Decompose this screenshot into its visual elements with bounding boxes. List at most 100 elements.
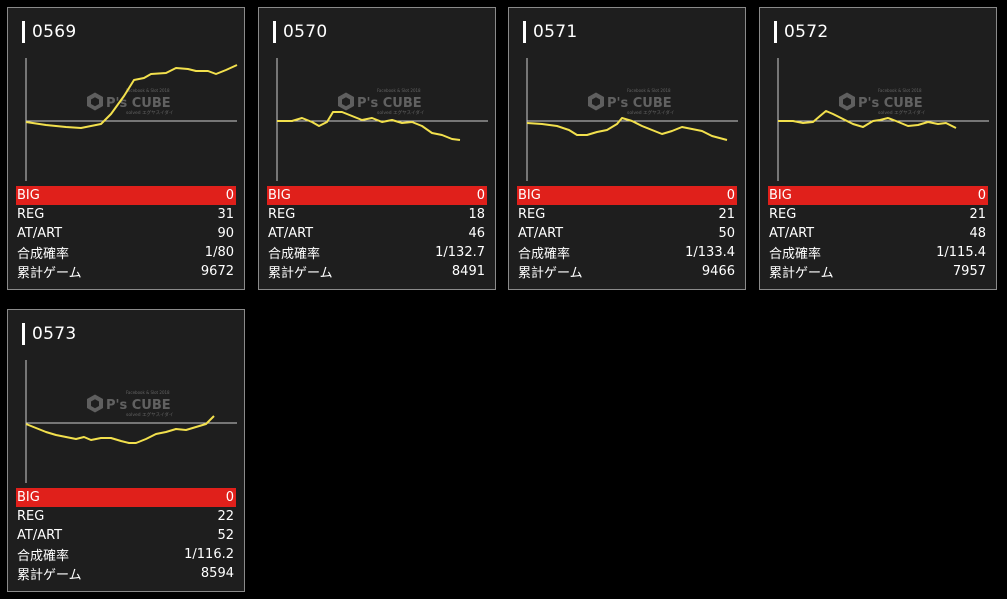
stat-row-probability: 合成確率 1/80 — [16, 243, 236, 262]
stat-value: 18 — [468, 207, 485, 222]
svg-text:solved エグヤスイダイ: solved エグヤスイダイ — [878, 109, 925, 116]
stat-row-at-art: AT/ART 46 — [267, 224, 487, 243]
stat-label: AT/ART — [268, 226, 314, 241]
stat-value: 1/132.7 — [435, 245, 485, 260]
pscube-logo-watermark: Facebook & Slot 2018 P's CUBE solved エグヤ… — [338, 88, 424, 116]
machine-number: 0573 — [32, 324, 77, 344]
card-header: 0569 — [22, 21, 76, 43]
svg-text:Facebook & Slot 2018: Facebook & Slot 2018 — [878, 88, 922, 93]
stat-label: AT/ART — [17, 528, 63, 543]
stat-label: 累計ゲーム — [769, 266, 834, 281]
stat-value: 7957 — [952, 264, 986, 279]
stat-value: 46 — [468, 226, 485, 241]
svg-text:Facebook & Slot 2018: Facebook & Slot 2018 — [627, 88, 671, 93]
stat-label: REG — [769, 207, 797, 222]
stat-row-probability: 合成確率 1/115.4 — [768, 243, 988, 262]
title-accent-bar — [273, 21, 276, 43]
svg-text:solved エグヤスイダイ: solved エグヤスイダイ — [126, 411, 173, 418]
machine-card-0571[interactable]: 0571 Facebook & Slot 2018 P's CUBE solve… — [508, 7, 746, 290]
pscube-logo-watermark: Facebook & Slot 2018 P's CUBE solved エグヤ… — [87, 88, 173, 116]
machine-number: 0570 — [283, 22, 328, 42]
stat-row-reg: REG 18 — [267, 205, 487, 224]
svg-text:P's CUBE: P's CUBE — [357, 96, 422, 111]
stat-label: BIG — [17, 490, 40, 505]
stat-row-total-games: 累計ゲーム 7957 — [768, 262, 988, 281]
title-accent-bar — [22, 323, 25, 345]
title-accent-bar — [523, 21, 526, 43]
stat-label: 合成確率 — [769, 247, 822, 262]
payout-line — [25, 415, 215, 444]
stat-value: 9672 — [200, 264, 234, 279]
slump-graph: Facebook & Slot 2018 P's CUBE solved エグヤ… — [526, 58, 738, 181]
stat-label: BIG — [268, 188, 291, 203]
stat-label: REG — [518, 207, 546, 222]
stat-value: 0 — [225, 490, 234, 505]
stat-label: 合成確率 — [518, 247, 571, 262]
slump-graph: Facebook & Slot 2018 P's CUBE solved エグヤ… — [25, 58, 238, 181]
stat-row-reg: REG 22 — [16, 507, 236, 526]
svg-text:P's CUBE: P's CUBE — [106, 398, 171, 413]
stat-value: 50 — [718, 226, 735, 241]
stat-value: 9466 — [701, 264, 735, 279]
payout-line — [277, 111, 461, 141]
pscube-logo-watermark: Facebook & Slot 2018 P's CUBE solved エグヤ… — [588, 88, 674, 116]
stat-label: AT/ART — [769, 226, 815, 241]
stat-row-at-art: AT/ART 48 — [768, 224, 988, 243]
stat-row-total-games: 累計ゲーム 8491 — [267, 262, 487, 281]
stats-table: BIG 0 REG 21 AT/ART 48 合成確率 1/115.4 累計ゲー… — [768, 186, 988, 281]
svg-text:Facebook & Slot 2018: Facebook & Slot 2018 — [377, 88, 421, 93]
machine-card-0570[interactable]: 0570 Facebook & Slot 2018 P's CUBE solve… — [258, 7, 496, 290]
stat-row-probability: 合成確率 1/116.2 — [16, 545, 236, 564]
pscube-logo-watermark: Facebook & Slot 2018 P's CUBE solved エグヤ… — [87, 390, 173, 418]
stat-row-reg: REG 21 — [768, 205, 988, 224]
stats-table: BIG 0 REG 21 AT/ART 50 合成確率 1/133.4 累計ゲー… — [517, 186, 737, 281]
svg-text:P's CUBE: P's CUBE — [858, 96, 923, 111]
stat-row-total-games: 累計ゲーム 9466 — [517, 262, 737, 281]
stat-row-big: BIG 0 — [517, 186, 737, 205]
stat-row-total-games: 累計ゲーム 8594 — [16, 564, 236, 583]
stat-label: 累計ゲーム — [518, 266, 583, 281]
stat-row-probability: 合成確率 1/133.4 — [517, 243, 737, 262]
stat-row-at-art: AT/ART 90 — [16, 224, 236, 243]
svg-text:Facebook & Slot 2018: Facebook & Slot 2018 — [126, 390, 170, 395]
slump-graph: Facebook & Slot 2018 P's CUBE solved エグヤ… — [25, 360, 237, 483]
card-header: 0571 — [523, 21, 577, 43]
stat-value: 1/116.2 — [184, 547, 234, 562]
stat-value: 1/133.4 — [685, 245, 735, 260]
machine-number: 0571 — [533, 22, 578, 42]
stat-value: 52 — [217, 528, 234, 543]
machine-number: 0569 — [32, 22, 77, 42]
stat-row-at-art: AT/ART 50 — [517, 224, 737, 243]
stats-table: BIG 0 REG 31 AT/ART 90 合成確率 1/80 累計ゲーム 9… — [16, 186, 236, 281]
stat-value: 0 — [476, 188, 485, 203]
svg-text:solved エグヤスイダイ: solved エグヤスイダイ — [377, 109, 424, 116]
svg-text:solved エグヤスイダイ: solved エグヤスイダイ — [126, 109, 173, 116]
stat-value: 0 — [726, 188, 735, 203]
stat-label: 合成確率 — [268, 247, 321, 262]
payout-line — [526, 117, 728, 141]
stat-value: 21 — [718, 207, 735, 222]
stat-row-big: BIG 0 — [768, 186, 988, 205]
stat-value: 31 — [217, 207, 234, 222]
svg-text:solved エグヤスイダイ: solved エグヤスイダイ — [627, 109, 674, 116]
svg-text:P's CUBE: P's CUBE — [607, 96, 672, 111]
machine-card-0573[interactable]: 0573 Facebook & Slot 2018 P's CUBE solve… — [7, 309, 245, 592]
stat-label: BIG — [17, 188, 40, 203]
stat-label: REG — [17, 509, 45, 524]
stat-row-reg: REG 31 — [16, 205, 236, 224]
machine-card-0569[interactable]: 0569 Facebook & Slot 2018 P's CUBE solve… — [7, 7, 245, 290]
payout-line — [778, 110, 957, 129]
stat-row-big: BIG 0 — [16, 186, 236, 205]
slump-graph: Facebook & Slot 2018 P's CUBE solved エグヤ… — [276, 58, 488, 181]
stat-value: 90 — [217, 226, 234, 241]
pscube-logo-watermark: Facebook & Slot 2018 P's CUBE solved エグヤ… — [839, 88, 925, 116]
stat-value: 21 — [969, 207, 986, 222]
machine-card-0572[interactable]: 0572 Facebook & Slot 2018 P's CUBE solve… — [759, 7, 997, 290]
stat-row-big: BIG 0 — [267, 186, 487, 205]
stat-label: REG — [17, 207, 45, 222]
slump-graph: Facebook & Slot 2018 P's CUBE solved エグヤ… — [777, 58, 989, 181]
stat-label: 合成確率 — [17, 247, 70, 262]
stat-row-total-games: 累計ゲーム 9672 — [16, 262, 236, 281]
stat-value: 0 — [977, 188, 986, 203]
stat-label: REG — [268, 207, 296, 222]
